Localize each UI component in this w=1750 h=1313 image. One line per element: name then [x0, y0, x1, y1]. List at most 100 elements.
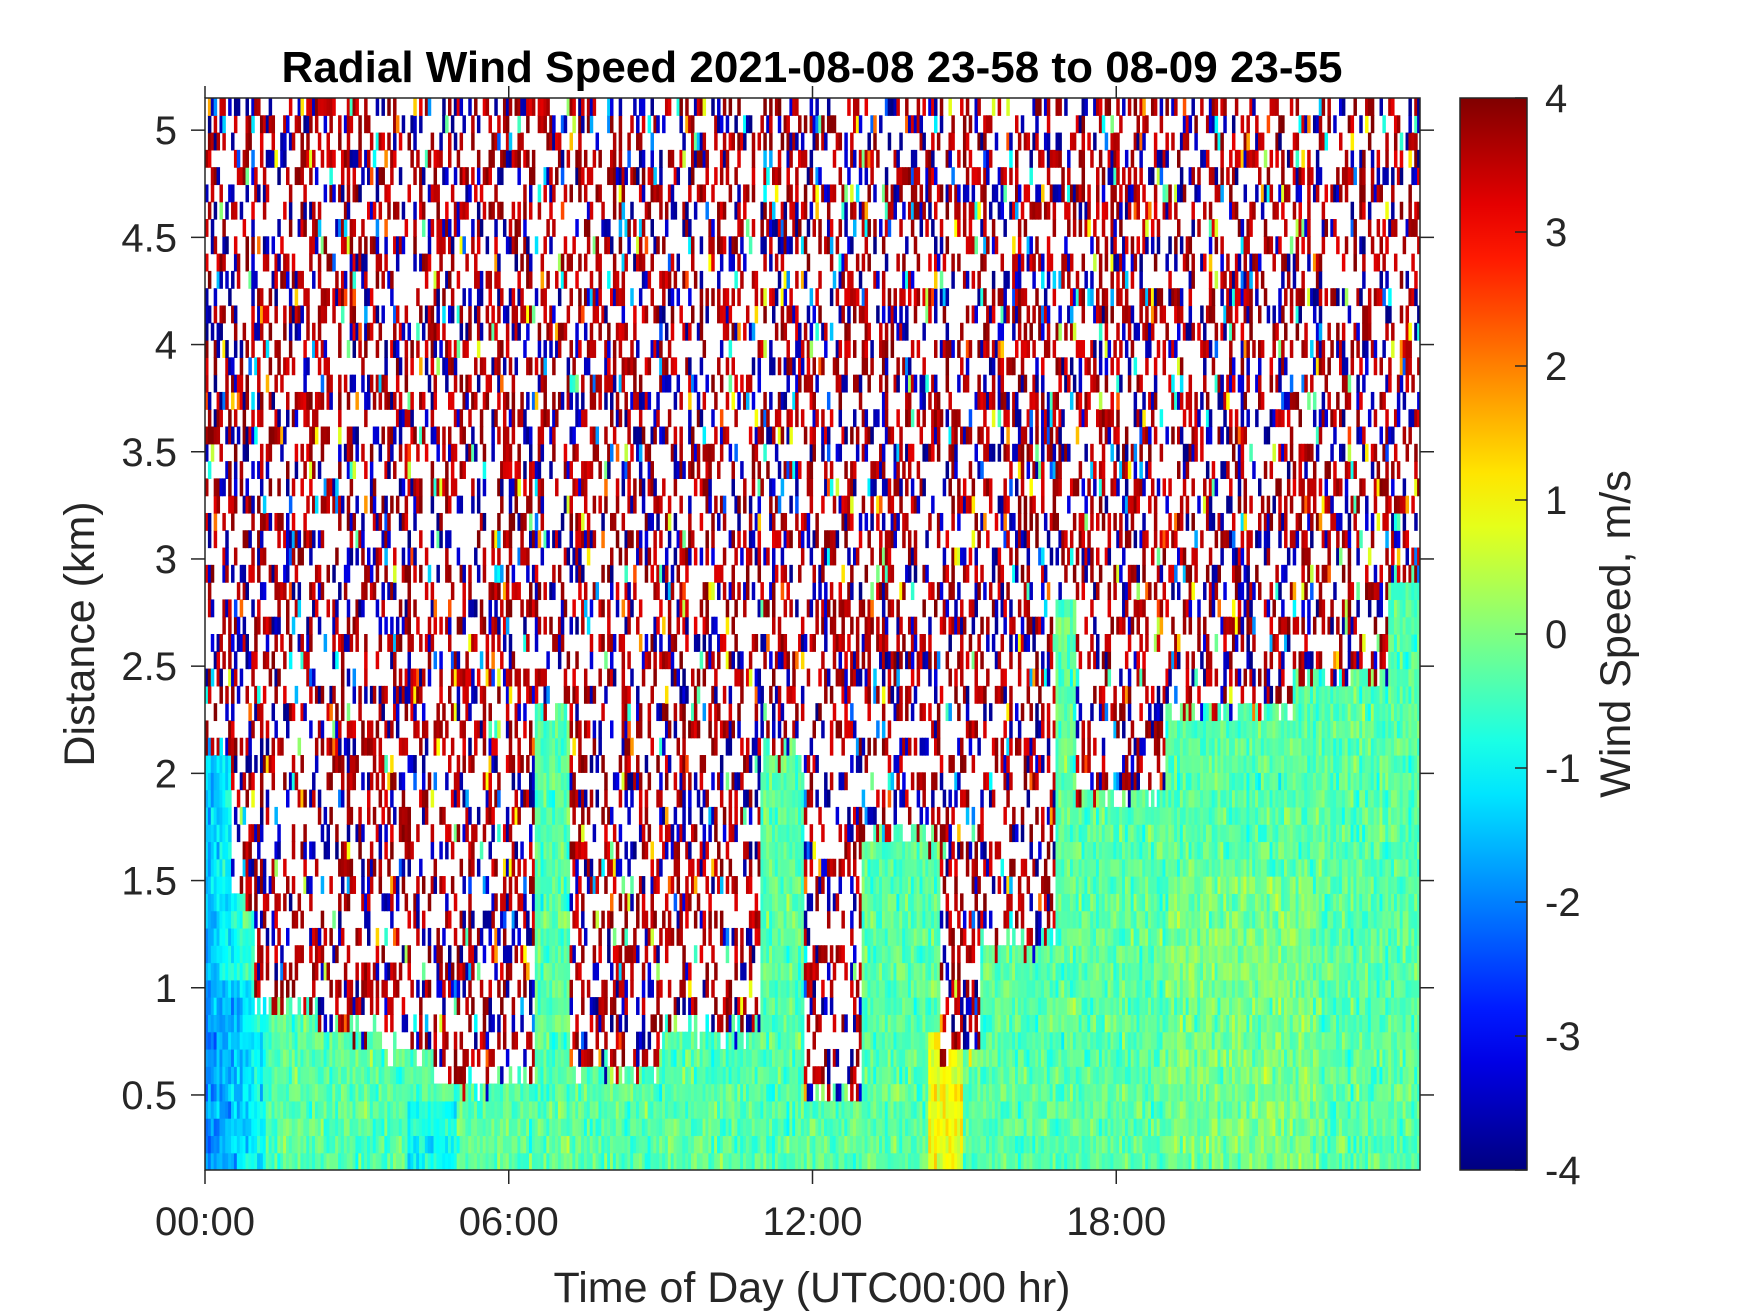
- heatmap-cell: [416, 910, 420, 929]
- heatmap-cell: [364, 461, 368, 479]
- heatmap-cell: [378, 858, 383, 877]
- heatmap-cell: [225, 789, 229, 808]
- heatmap-cell: [225, 945, 229, 964]
- heatmap-cell: [595, 236, 600, 255]
- heatmap-cell: [228, 893, 232, 912]
- heatmap-cell: [248, 495, 252, 514]
- heatmap-cell: [259, 461, 264, 479]
- heatmap-cell: [300, 841, 304, 860]
- heatmap-cell: [543, 357, 547, 376]
- heatmap-cell: [205, 357, 209, 376]
- heatmap-cell: [433, 772, 438, 791]
- heatmap-cell: [395, 685, 400, 704]
- heatmap-cell: [578, 340, 582, 358]
- heatmap-cell: [326, 703, 330, 722]
- heatmap-cell: [219, 997, 223, 1015]
- heatmap-cell: [572, 737, 576, 756]
- heatmap-cell: [228, 789, 232, 808]
- heatmap-cell: [274, 1100, 278, 1119]
- heatmap-cell: [239, 564, 244, 583]
- heatmap-cell: [407, 806, 411, 825]
- heatmap-cell: [569, 495, 573, 514]
- heatmap-cell: [213, 962, 218, 981]
- heatmap-cell: [526, 149, 530, 168]
- heatmap-cell: [251, 910, 255, 929]
- heatmap-cell: [335, 599, 339, 618]
- heatmap-cell: [257, 530, 261, 549]
- heatmap-cell: [430, 1152, 435, 1170]
- heatmap-cell: [251, 495, 255, 514]
- heatmap-cell: [497, 564, 501, 583]
- heatmap-cell: [303, 1135, 307, 1154]
- heatmap-cell: [433, 322, 438, 341]
- heatmap-cell: [462, 461, 466, 479]
- heatmap-cell: [323, 1152, 328, 1170]
- heatmap-cell: [439, 1152, 443, 1170]
- heatmap-cell: [286, 1031, 290, 1050]
- heatmap-cell: [378, 1066, 383, 1085]
- heatmap-cell: [259, 910, 264, 929]
- heatmap-cell: [497, 391, 501, 410]
- heatmap-cell: [317, 616, 322, 635]
- heatmap-cell: [624, 997, 628, 1015]
- heatmap-cell: [225, 927, 229, 946]
- heatmap-cell: [228, 651, 232, 670]
- heatmap-cell: [245, 426, 249, 445]
- heatmap-cell: [508, 599, 513, 618]
- heatmap-cell: [216, 132, 221, 151]
- heatmap-cell: [314, 1100, 319, 1119]
- heatmap-cell: [555, 167, 559, 186]
- heatmap-cell: [410, 668, 414, 687]
- heatmap-cell: [526, 305, 530, 324]
- heatmap-cell: [378, 685, 383, 704]
- heatmap-cell: [254, 184, 258, 203]
- heatmap-cell: [205, 858, 209, 877]
- heatmap-cell: [407, 582, 411, 601]
- heatmap-cell: [474, 270, 478, 289]
- heatmap-cell: [485, 236, 490, 255]
- heatmap-cell: [248, 772, 252, 791]
- heatmap-cell: [239, 1100, 244, 1119]
- heatmap-cell: [520, 841, 524, 860]
- heatmap-cell: [476, 219, 481, 237]
- heatmap-cell: [274, 1048, 278, 1067]
- heatmap-cell: [662, 288, 666, 307]
- heatmap-cell: [297, 305, 302, 324]
- heatmap-cell: [445, 270, 449, 289]
- heatmap-cell: [343, 582, 348, 601]
- heatmap-cell: [436, 979, 440, 998]
- heatmap-cell: [531, 149, 536, 168]
- heatmap-cell: [361, 962, 365, 981]
- heatmap-cell: [459, 409, 464, 428]
- heatmap-cell: [618, 824, 623, 843]
- heatmap-cell: [231, 357, 235, 376]
- heatmap-cell: [589, 599, 594, 618]
- heatmap-cell: [335, 1100, 339, 1119]
- heatmap-cell: [404, 824, 409, 843]
- heatmap-cell: [595, 305, 600, 324]
- heatmap-cell: [236, 616, 241, 635]
- heatmap-cell: [627, 478, 631, 497]
- heatmap-cell: [210, 789, 215, 808]
- heatmap-cell: [421, 910, 426, 929]
- heatmap-cell: [358, 132, 362, 151]
- heatmap-cell: [309, 634, 313, 652]
- heatmap-cell: [421, 979, 426, 998]
- heatmap-cell: [647, 443, 652, 462]
- heatmap-cell: [378, 789, 383, 808]
- heatmap-cell: [283, 582, 287, 601]
- heatmap-cell: [349, 876, 354, 894]
- heatmap-cell: [598, 149, 602, 168]
- heatmap-cell: [442, 927, 446, 946]
- heatmap-cell: [424, 1066, 429, 1085]
- heatmap-cell: [375, 1031, 380, 1050]
- heatmap-cell: [265, 893, 270, 912]
- heatmap-cell: [413, 1118, 417, 1137]
- heatmap-cell: [352, 1031, 357, 1050]
- heatmap-cell: [476, 1152, 481, 1170]
- heatmap-cell: [618, 409, 623, 428]
- heatmap-cell: [644, 305, 649, 324]
- heatmap-cell: [471, 858, 475, 877]
- heatmap-cell: [659, 495, 663, 514]
- heatmap-cell: [442, 1048, 446, 1067]
